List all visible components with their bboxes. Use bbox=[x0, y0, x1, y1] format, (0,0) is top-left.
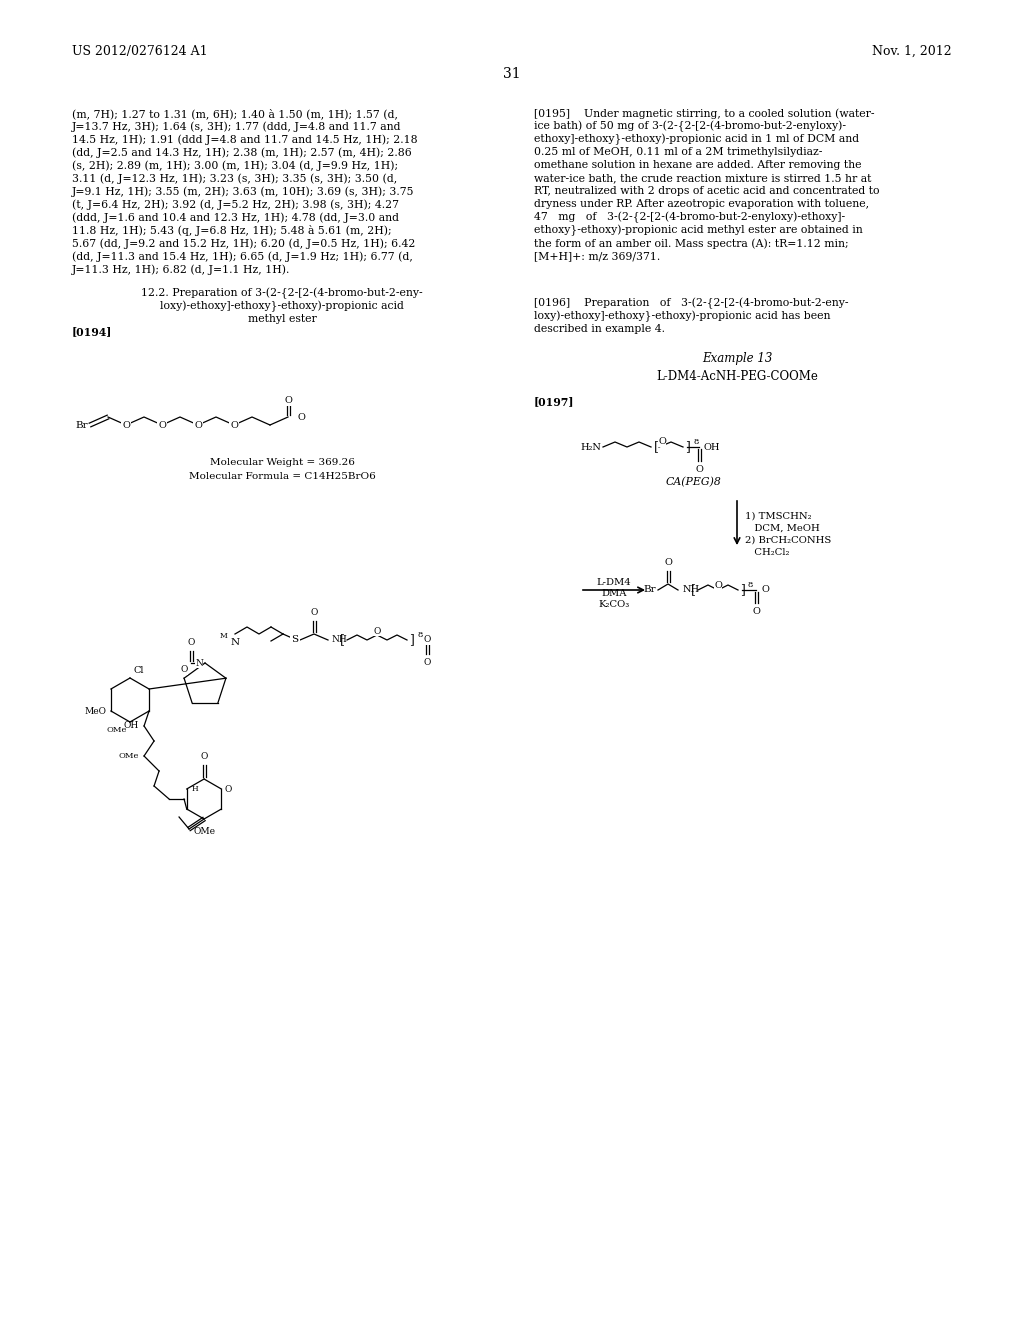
Text: N: N bbox=[196, 659, 203, 668]
Text: loxy)-ethoxy]-ethoxy}-ethoxy)-propionic acid: loxy)-ethoxy]-ethoxy}-ethoxy)-propionic … bbox=[160, 301, 403, 313]
Text: the form of an amber oil. Mass spectra (A): tR=1.12 min;: the form of an amber oil. Mass spectra (… bbox=[534, 238, 849, 248]
Text: O: O bbox=[310, 609, 317, 616]
Text: 1) TMSCHN₂: 1) TMSCHN₂ bbox=[745, 512, 812, 521]
Text: OMe: OMe bbox=[119, 752, 139, 760]
Text: O: O bbox=[201, 752, 208, 762]
Text: [0195]    Under magnetic stirring, to a cooled solution (water-: [0195] Under magnetic stirring, to a coo… bbox=[534, 108, 874, 119]
Text: O: O bbox=[664, 558, 672, 568]
Text: dryness under RP. After azeotropic evaporation with toluene,: dryness under RP. After azeotropic evapo… bbox=[534, 199, 869, 209]
Text: [M+H]+: m/z 369/371.: [M+H]+: m/z 369/371. bbox=[534, 251, 660, 261]
Text: J=13.7 Hz, 3H); 1.64 (s, 3H); 1.77 (ddd, J=4.8 and 11.7 and: J=13.7 Hz, 3H); 1.64 (s, 3H); 1.77 (ddd,… bbox=[72, 121, 401, 132]
Text: O: O bbox=[224, 784, 231, 793]
Text: OH: OH bbox=[124, 722, 139, 730]
Text: 11.8 Hz, 1H); 5.43 (q, J=6.8 Hz, 1H); 5.48 à 5.61 (m, 2H);: 11.8 Hz, 1H); 5.43 (q, J=6.8 Hz, 1H); 5.… bbox=[72, 224, 391, 236]
Text: OH: OH bbox=[705, 442, 721, 451]
Text: (s, 2H); 2.89 (m, 1H); 3.00 (m, 1H); 3.04 (d, J=9.9 Hz, 1H);: (s, 2H); 2.89 (m, 1H); 3.00 (m, 1H); 3.0… bbox=[72, 160, 398, 170]
Text: O: O bbox=[761, 586, 769, 594]
Text: OMe: OMe bbox=[106, 726, 127, 734]
Text: 8: 8 bbox=[748, 581, 754, 589]
Text: water-ice bath, the crude reaction mixture is stirred 1.5 hr at: water-ice bath, the crude reaction mixtu… bbox=[534, 173, 871, 183]
Text: ethoxy}-ethoxy)-propionic acid methyl ester are obtained in: ethoxy}-ethoxy)-propionic acid methyl es… bbox=[534, 224, 863, 236]
Text: 2) BrCH₂CONHS: 2) BrCH₂CONHS bbox=[745, 536, 831, 545]
Text: L-DM4: L-DM4 bbox=[597, 578, 632, 587]
Text: H₂N: H₂N bbox=[581, 442, 601, 451]
Text: O: O bbox=[284, 396, 292, 405]
Text: O: O bbox=[423, 657, 431, 667]
Text: CH₂Cl₂: CH₂Cl₂ bbox=[745, 548, 790, 557]
Text: O: O bbox=[695, 465, 702, 474]
Text: 47   mg   of   3-(2-{2-[2-(4-bromo-but-2-enyloxy)-ethoxy]-: 47 mg of 3-(2-{2-[2-(4-bromo-but-2-enylo… bbox=[534, 213, 845, 223]
Text: (m, 7H); 1.27 to 1.31 (m, 6H); 1.40 à 1.50 (m, 1H); 1.57 (d,: (m, 7H); 1.27 to 1.31 (m, 6H); 1.40 à 1.… bbox=[72, 108, 398, 119]
Text: H: H bbox=[191, 785, 199, 793]
Text: methyl ester: methyl ester bbox=[248, 314, 316, 323]
Text: (dd, J=2.5 and 14.3 Hz, 1H); 2.38 (m, 1H); 2.57 (m, 4H); 2.86: (dd, J=2.5 and 14.3 Hz, 1H); 2.38 (m, 1H… bbox=[72, 147, 412, 157]
Text: OMe: OMe bbox=[194, 828, 215, 836]
Text: O: O bbox=[122, 421, 130, 429]
Text: RT, neutralized with 2 drops of acetic acid and concentrated to: RT, neutralized with 2 drops of acetic a… bbox=[534, 186, 880, 195]
Text: omethane solution in hexane are added. After removing the: omethane solution in hexane are added. A… bbox=[534, 160, 861, 170]
Text: Molecular Weight = 369.26: Molecular Weight = 369.26 bbox=[210, 458, 354, 467]
Text: N: N bbox=[230, 638, 240, 647]
Text: J=9.1 Hz, 1H); 3.55 (m, 2H); 3.63 (m, 10H); 3.69 (s, 3H); 3.75: J=9.1 Hz, 1H); 3.55 (m, 2H); 3.63 (m, 10… bbox=[72, 186, 415, 197]
Text: (ddd, J=1.6 and 10.4 and 12.3 Hz, 1H); 4.78 (dd, J=3.0 and: (ddd, J=1.6 and 10.4 and 12.3 Hz, 1H); 4… bbox=[72, 213, 399, 223]
Text: Molecular Formula = C14H25BrO6: Molecular Formula = C14H25BrO6 bbox=[188, 473, 376, 480]
Text: ]: ] bbox=[685, 441, 690, 454]
Text: [0194]: [0194] bbox=[72, 326, 113, 337]
Text: 0.25 ml of MeOH, 0.11 ml of a 2M trimethylsilydiaz-: 0.25 ml of MeOH, 0.11 ml of a 2M trimeth… bbox=[534, 147, 822, 157]
Text: O: O bbox=[195, 421, 202, 429]
Text: O: O bbox=[714, 582, 722, 590]
Text: MeO: MeO bbox=[85, 706, 106, 715]
Text: ice bath) of 50 mg of 3-(2-{2-[2-(4-bromo-but-2-enyloxy)-: ice bath) of 50 mg of 3-(2-{2-[2-(4-brom… bbox=[534, 121, 846, 132]
Text: 5.67 (dd, J=9.2 and 15.2 Hz, 1H); 6.20 (d, J=0.5 Hz, 1H); 6.42: 5.67 (dd, J=9.2 and 15.2 Hz, 1H); 6.20 (… bbox=[72, 238, 416, 248]
Text: O: O bbox=[658, 437, 666, 446]
Text: 12.2. Preparation of 3-(2-{2-[2-(4-bromo-but-2-eny-: 12.2. Preparation of 3-(2-{2-[2-(4-bromo… bbox=[141, 288, 423, 300]
Text: [0196]    Preparation   of   3-(2-{2-[2-(4-bromo-but-2-eny-: [0196] Preparation of 3-(2-{2-[2-(4-brom… bbox=[534, 298, 849, 309]
Text: NH: NH bbox=[332, 635, 348, 644]
Text: 8: 8 bbox=[693, 438, 698, 446]
Text: CA(PEG)8: CA(PEG)8 bbox=[666, 477, 721, 487]
Text: 31: 31 bbox=[503, 67, 521, 81]
Text: [: [ bbox=[340, 634, 345, 647]
Text: loxy)-ethoxy]-ethoxy}-ethoxy)-propionic acid has been: loxy)-ethoxy]-ethoxy}-ethoxy)-propionic … bbox=[534, 312, 830, 322]
Text: 8: 8 bbox=[417, 631, 422, 639]
Text: Cl: Cl bbox=[133, 667, 143, 675]
Text: Nov. 1, 2012: Nov. 1, 2012 bbox=[872, 45, 952, 58]
Text: DMA: DMA bbox=[601, 589, 627, 598]
Text: Example 13: Example 13 bbox=[701, 352, 772, 366]
Text: L-DM4-AcNH-PEG-COOMe: L-DM4-AcNH-PEG-COOMe bbox=[656, 370, 818, 383]
Text: (t, J=6.4 Hz, 2H); 3.92 (d, J=5.2 Hz, 2H); 3.98 (s, 3H); 4.27: (t, J=6.4 Hz, 2H); 3.92 (d, J=5.2 Hz, 2H… bbox=[72, 199, 399, 210]
Text: O: O bbox=[180, 665, 187, 675]
Text: NH: NH bbox=[683, 586, 700, 594]
Text: ]: ] bbox=[740, 583, 744, 597]
Text: S: S bbox=[292, 635, 299, 644]
Text: DCM, MeOH: DCM, MeOH bbox=[745, 524, 820, 533]
Text: ethoxy]-ethoxy}-ethoxy)-propionic acid in 1 ml of DCM and: ethoxy]-ethoxy}-ethoxy)-propionic acid i… bbox=[534, 135, 859, 145]
Text: O: O bbox=[230, 421, 238, 429]
Text: [: [ bbox=[654, 441, 658, 454]
Text: O: O bbox=[158, 421, 166, 429]
Text: 3.11 (d, J=12.3 Hz, 1H); 3.23 (s, 3H); 3.35 (s, 3H); 3.50 (d,: 3.11 (d, J=12.3 Hz, 1H); 3.23 (s, 3H); 3… bbox=[72, 173, 397, 183]
Text: ]: ] bbox=[409, 634, 414, 647]
Text: O: O bbox=[374, 627, 381, 635]
Text: [0197]: [0197] bbox=[534, 396, 574, 407]
Text: K₂CO₃: K₂CO₃ bbox=[598, 601, 630, 609]
Text: Br: Br bbox=[643, 586, 656, 594]
Text: US 2012/0276124 A1: US 2012/0276124 A1 bbox=[72, 45, 208, 58]
Text: M: M bbox=[219, 632, 227, 640]
Text: J=11.3 Hz, 1H); 6.82 (d, J=1.1 Hz, 1H).: J=11.3 Hz, 1H); 6.82 (d, J=1.1 Hz, 1H). bbox=[72, 264, 291, 275]
Text: (dd, J=11.3 and 15.4 Hz, 1H); 6.65 (d, J=1.9 Hz; 1H); 6.77 (d,: (dd, J=11.3 and 15.4 Hz, 1H); 6.65 (d, J… bbox=[72, 251, 413, 261]
Text: O: O bbox=[752, 607, 760, 616]
Text: 14.5 Hz, 1H); 1.91 (ddd J=4.8 and 11.7 and 14.5 Hz, 1H); 2.18: 14.5 Hz, 1H); 1.91 (ddd J=4.8 and 11.7 a… bbox=[72, 135, 418, 145]
Text: described in example 4.: described in example 4. bbox=[534, 323, 665, 334]
Text: O: O bbox=[423, 635, 430, 644]
Text: Br: Br bbox=[76, 421, 88, 429]
Text: [: [ bbox=[691, 583, 696, 597]
Text: O: O bbox=[187, 638, 195, 647]
Text: O: O bbox=[298, 412, 306, 421]
